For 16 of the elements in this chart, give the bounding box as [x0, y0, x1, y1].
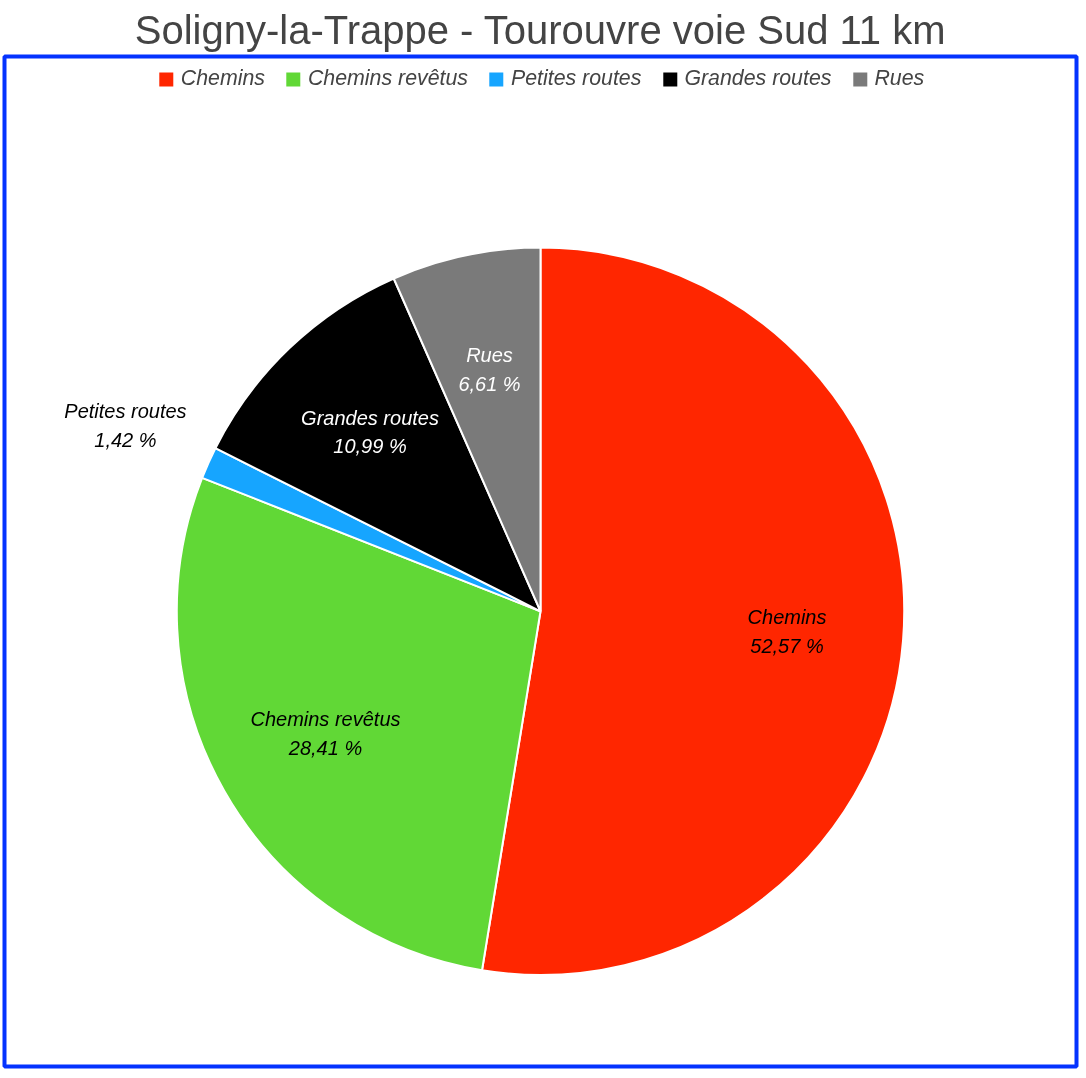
slice-label: Petites routes: [64, 400, 187, 423]
slice-label: Rues: [466, 343, 513, 366]
chart-title: Soligny-la-Trappe - Tourouvre voie Sud 11 km: [134, 7, 946, 52]
slice-label: Chemins revêtus: [250, 708, 401, 731]
legend-label: Chemins: [180, 66, 265, 91]
legend-label: Grandes routes: [684, 66, 832, 91]
legend-label: Chemins revêtus: [307, 66, 468, 91]
data-label: 1,42 %: [94, 429, 157, 452]
legend-label: Rues: [874, 66, 925, 91]
data-label: 28,41 %: [287, 736, 363, 759]
data-label: 6,61 %: [458, 372, 521, 395]
data-label: 10,99 %: [333, 435, 407, 458]
slice-label: Chemins: [747, 605, 827, 628]
data-label: 52,57 %: [750, 634, 824, 657]
slice-label: Grandes routes: [301, 406, 439, 429]
legend-label: Petites routes: [510, 66, 642, 91]
